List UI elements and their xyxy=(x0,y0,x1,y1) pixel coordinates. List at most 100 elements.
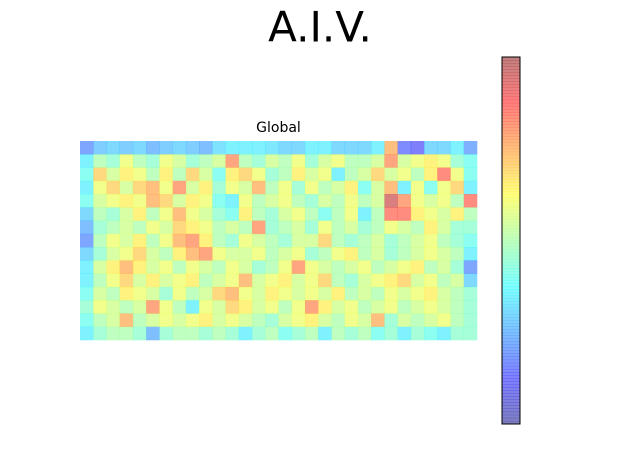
cell xyxy=(331,220,345,235)
cell xyxy=(357,141,372,155)
cell xyxy=(318,286,332,301)
colorbar-swatch xyxy=(502,108,520,113)
colorbar-swatch xyxy=(502,182,520,186)
cell xyxy=(172,180,187,195)
cell xyxy=(185,313,200,328)
cell xyxy=(199,167,213,182)
cell xyxy=(437,194,451,208)
cell xyxy=(278,220,293,235)
cell xyxy=(463,260,478,274)
colorbar xyxy=(502,57,520,425)
cell xyxy=(371,154,385,168)
cell xyxy=(212,247,226,261)
cell xyxy=(119,154,134,168)
cell xyxy=(437,247,451,261)
colorbar-swatch xyxy=(502,197,520,202)
cell xyxy=(357,154,372,168)
cell xyxy=(185,141,200,155)
cell xyxy=(93,247,107,261)
cell xyxy=(106,247,120,261)
cell xyxy=(397,300,412,314)
cell xyxy=(410,247,425,261)
cell xyxy=(437,167,451,182)
cell xyxy=(225,233,240,248)
cell xyxy=(424,247,438,261)
cell xyxy=(291,180,306,195)
cell xyxy=(278,326,293,341)
cell xyxy=(159,247,173,261)
cell xyxy=(80,326,94,341)
cell xyxy=(212,220,226,235)
cell xyxy=(185,207,200,221)
colorbar-swatch xyxy=(502,154,520,159)
cell xyxy=(106,194,120,208)
cell xyxy=(252,313,266,328)
cell xyxy=(437,326,451,341)
cell xyxy=(278,180,293,195)
cell xyxy=(410,207,425,221)
cell xyxy=(384,180,398,195)
cell xyxy=(212,326,226,341)
cell xyxy=(463,273,478,288)
cell xyxy=(252,194,266,208)
cell xyxy=(331,167,345,182)
cell xyxy=(225,286,240,301)
cell xyxy=(424,194,438,208)
cell xyxy=(252,207,266,221)
cell xyxy=(291,286,306,301)
cell xyxy=(463,180,478,195)
colorbar-swatch xyxy=(502,145,520,150)
cell xyxy=(265,300,279,314)
cell xyxy=(384,141,398,155)
cell xyxy=(318,273,332,288)
cell xyxy=(397,154,412,168)
colorbar-swatch xyxy=(502,243,520,247)
colorbar-swatch xyxy=(502,414,520,419)
colorbar-swatch xyxy=(502,252,520,257)
cell xyxy=(318,233,332,248)
cell xyxy=(159,273,173,288)
colorbar-swatch xyxy=(502,139,520,143)
cell xyxy=(384,233,398,248)
cell xyxy=(463,326,478,341)
cell xyxy=(450,313,465,328)
colorbar-swatch xyxy=(502,173,520,177)
cell xyxy=(80,300,94,314)
cell xyxy=(252,167,266,182)
cell xyxy=(119,233,134,248)
cell xyxy=(238,167,253,182)
cell xyxy=(199,260,213,274)
colorbar-swatch xyxy=(502,191,520,195)
cell xyxy=(93,154,107,168)
colorbar-swatch xyxy=(502,176,520,180)
cell xyxy=(397,326,412,341)
cell xyxy=(199,180,213,195)
cell xyxy=(199,141,213,155)
cell xyxy=(172,286,187,301)
colorbar-swatch xyxy=(502,329,520,333)
cell xyxy=(225,247,240,261)
colorbar-swatch xyxy=(502,219,520,223)
cell xyxy=(318,194,332,208)
cell xyxy=(225,313,240,328)
cell xyxy=(212,273,226,288)
cell xyxy=(106,326,120,341)
cell xyxy=(225,167,240,182)
cell xyxy=(331,273,345,288)
colorbar-swatch xyxy=(502,78,520,82)
colorbar-swatch xyxy=(502,167,520,171)
colorbar-swatch xyxy=(502,368,520,373)
chart-subtitle: Global xyxy=(256,120,301,136)
cell xyxy=(265,260,279,274)
colorbar-swatch xyxy=(502,112,520,116)
colorbar-swatch xyxy=(502,298,520,302)
cell xyxy=(146,260,160,274)
cell xyxy=(397,260,412,274)
cell xyxy=(106,260,120,274)
cell xyxy=(159,260,173,274)
colorbar-swatch xyxy=(502,234,520,238)
colorbar-swatch xyxy=(502,228,520,232)
cell xyxy=(410,167,425,182)
cell xyxy=(265,180,279,195)
colorbar-swatch xyxy=(502,127,520,131)
